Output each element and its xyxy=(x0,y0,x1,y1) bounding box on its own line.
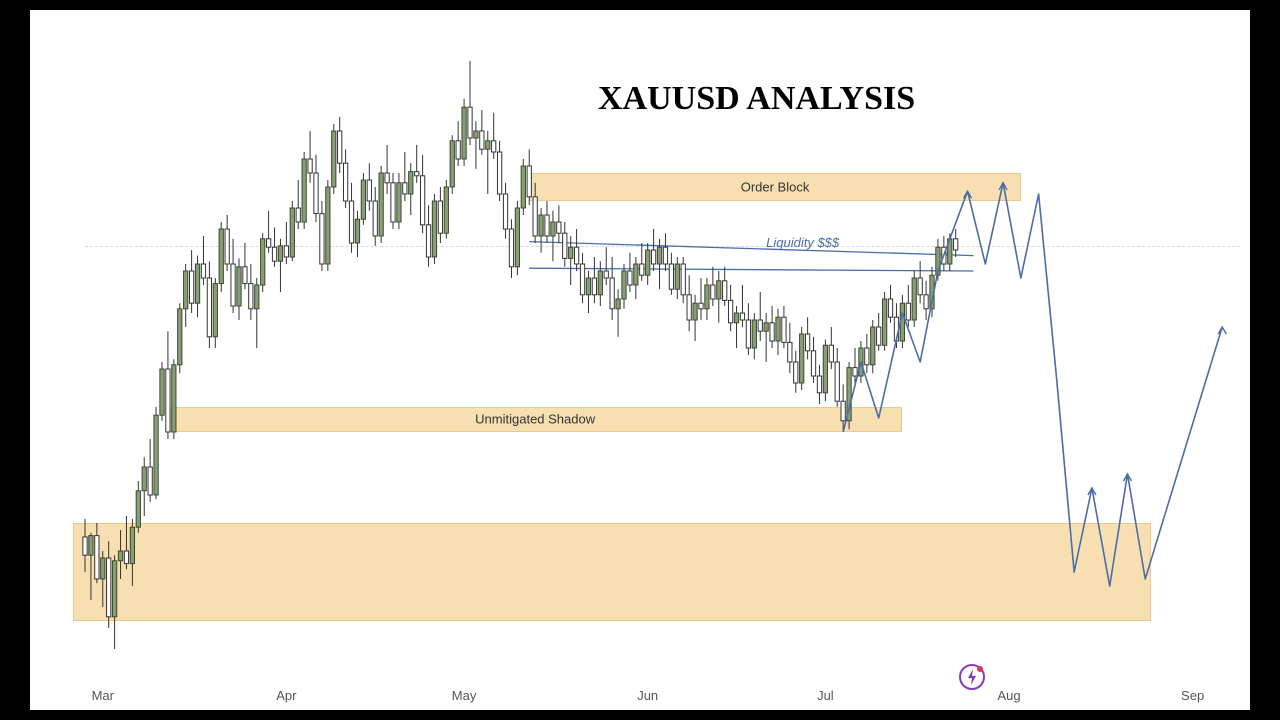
x-tick-label: May xyxy=(452,688,477,703)
x-tick-label: Mar xyxy=(92,688,114,703)
x-tick-label: Sep xyxy=(1181,688,1204,703)
x-tick-label: Apr xyxy=(276,688,296,703)
x-tick-label: Aug xyxy=(997,688,1020,703)
liquidity-label: Liquidity $$$ xyxy=(766,235,839,250)
x-tick-label: Jul xyxy=(817,688,834,703)
x-tick-label: Jun xyxy=(637,688,658,703)
chart-svg xyxy=(0,0,1280,720)
